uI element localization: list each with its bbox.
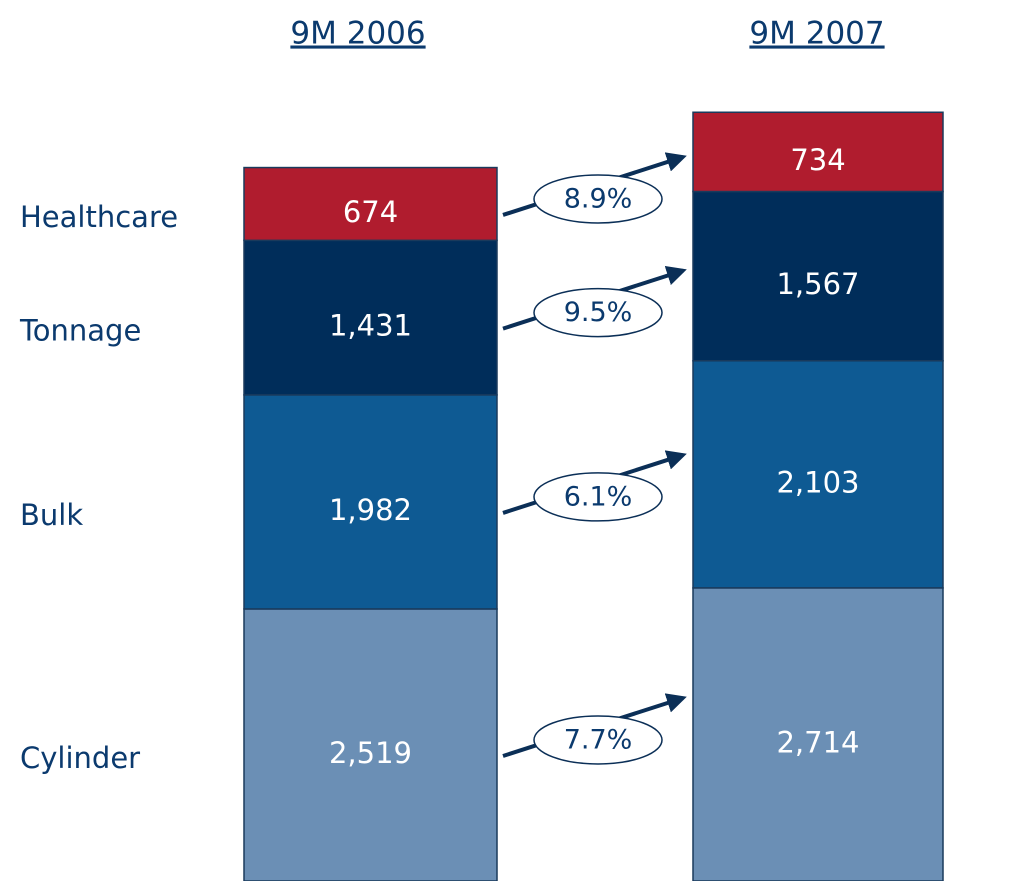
value-label: 2,714 <box>776 725 859 759</box>
category-label: 9M 2006 <box>290 16 425 52</box>
category-label: 9M 2007 <box>749 16 884 52</box>
value-label: 734 <box>790 143 845 177</box>
bar-segment <box>692 190 944 362</box>
bar-segment <box>692 587 944 881</box>
growth-bubble <box>533 715 663 765</box>
series-label: Healthcare <box>20 200 178 234</box>
bar-segment <box>243 166 498 242</box>
series-label: Bulk <box>20 498 83 532</box>
growth-label: 8.9% <box>564 183 633 214</box>
value-label: 1,567 <box>776 267 859 301</box>
growth-bubble <box>533 287 663 338</box>
bar-segment <box>243 394 498 610</box>
bar-segment <box>243 608 498 881</box>
series-label: Cylinder <box>20 741 140 775</box>
bar-segment <box>692 360 944 589</box>
value-label: 2,519 <box>329 736 412 770</box>
value-label: 1,431 <box>329 309 412 343</box>
growth-bubble <box>533 472 663 522</box>
series-label: Tonnage <box>19 314 141 348</box>
growth-label: 6.1% <box>564 481 633 512</box>
growth-bubble <box>533 174 663 224</box>
growth-label: 9.5% <box>564 297 633 328</box>
bar-segment <box>692 111 944 193</box>
growth-label: 7.7% <box>564 724 633 755</box>
value-label: 674 <box>343 195 398 229</box>
value-label: 1,982 <box>329 493 412 527</box>
bar-segment <box>243 239 498 396</box>
value-label: 2,103 <box>776 465 859 499</box>
